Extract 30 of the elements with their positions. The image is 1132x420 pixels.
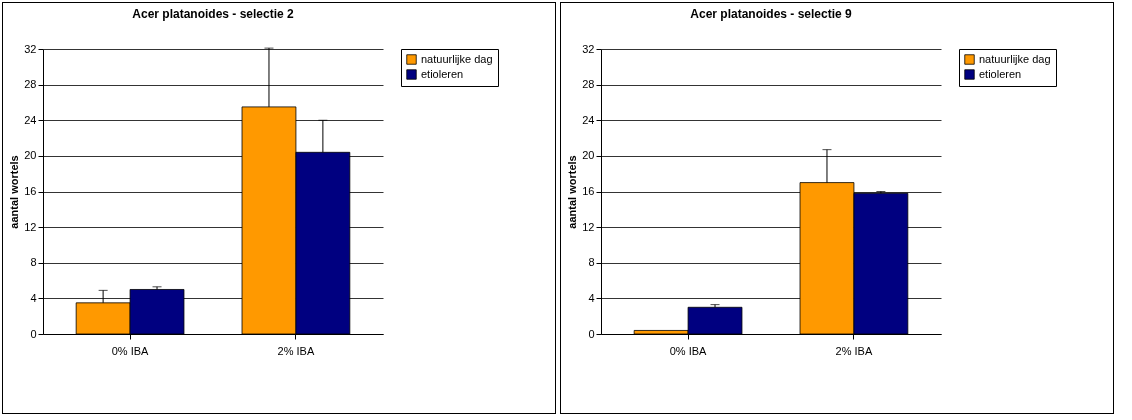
y-tick-label: 28	[582, 78, 595, 91]
legend-label: natuurlijke dag	[979, 52, 1051, 65]
y-tick-label: 4	[30, 291, 37, 304]
y-tick-label: 28	[24, 78, 37, 91]
x-tick-label: 0% IBA	[669, 344, 708, 357]
legend-label: etioleren	[421, 67, 464, 80]
y-tick-label: 12	[582, 220, 595, 233]
legend-label: natuurlijke dag	[421, 52, 493, 65]
y-tick-label: 8	[588, 256, 595, 269]
y-tick-label: 20	[582, 149, 595, 162]
y-tick-label: 20	[24, 149, 37, 162]
y-tick-label: 24	[582, 113, 595, 126]
y-tick-label: 8	[30, 256, 37, 269]
y-tick-label: 32	[24, 42, 37, 55]
y-tick-label: 32	[582, 42, 595, 55]
x-tick-label: 2% IBA	[277, 344, 315, 357]
y-tick-label: 16	[24, 185, 37, 197]
y-tick-label: 0	[30, 327, 37, 340]
x-tick-label: 0% IBA	[111, 344, 150, 357]
y-tick-label: 16	[582, 185, 595, 197]
x-tick-label: 2% IBA	[835, 344, 873, 357]
y-axis-title: aantal wortels	[566, 155, 579, 229]
legend-label: etioleren	[979, 67, 1022, 80]
y-tick-label: 24	[24, 113, 37, 126]
y-tick-label: 0	[588, 327, 595, 340]
chart-title: Acer platanoides - selectie 2	[132, 7, 295, 21]
y-tick-label: 4	[588, 291, 595, 304]
chart-title: Acer platanoides - selectie 9	[690, 7, 853, 21]
y-tick-label: 12	[24, 220, 37, 233]
y-axis-title: aantal wortels	[8, 155, 21, 229]
